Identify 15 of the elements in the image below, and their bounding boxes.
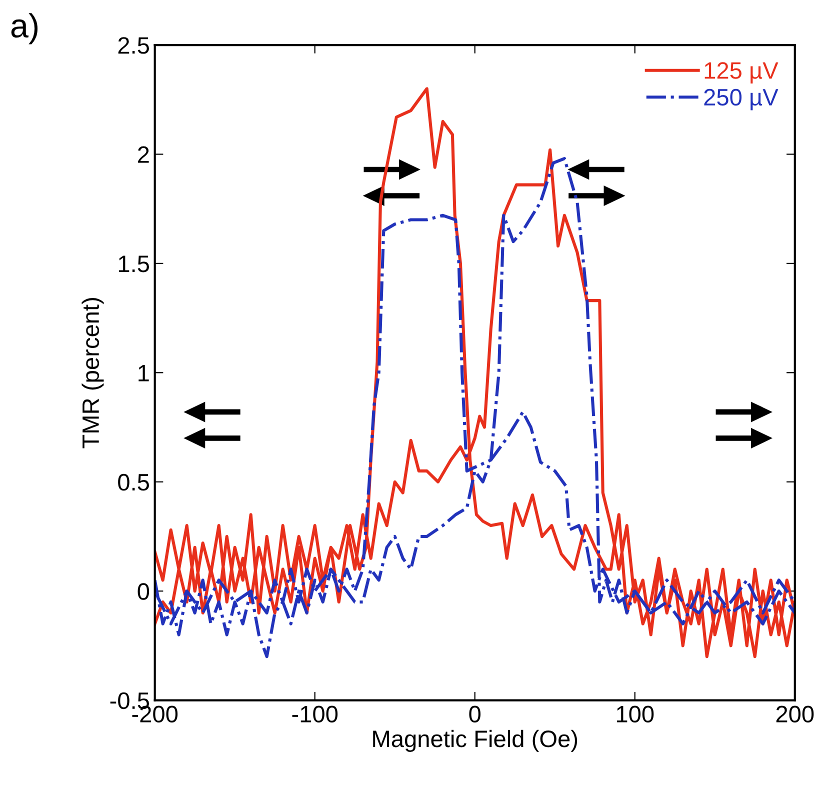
legend-label: 125 µV — [704, 62, 778, 84]
y-tick-label: 1 — [138, 364, 149, 382]
text: a) — [11, 13, 38, 44]
x-tick-label: 0 — [469, 706, 480, 722]
x-tick-label: 200 — [776, 706, 814, 722]
y-tick-label: 2 — [138, 146, 149, 163]
y-tick-label: 0.5 — [118, 474, 149, 491]
x-axis-title: Magnetic Field (Oe) — [373, 730, 578, 752]
x-tick-label: -100 — [292, 706, 338, 722]
y-tick-label: 0 — [138, 583, 150, 600]
y-tick-label: 1.5 — [118, 256, 149, 272]
legend-label: 250 µV — [704, 88, 778, 110]
x-tick-label: 100 — [616, 706, 654, 722]
y-tick-label: 2.5 — [118, 37, 149, 54]
y-axis-title: TMR (percent) — [82, 298, 104, 448]
